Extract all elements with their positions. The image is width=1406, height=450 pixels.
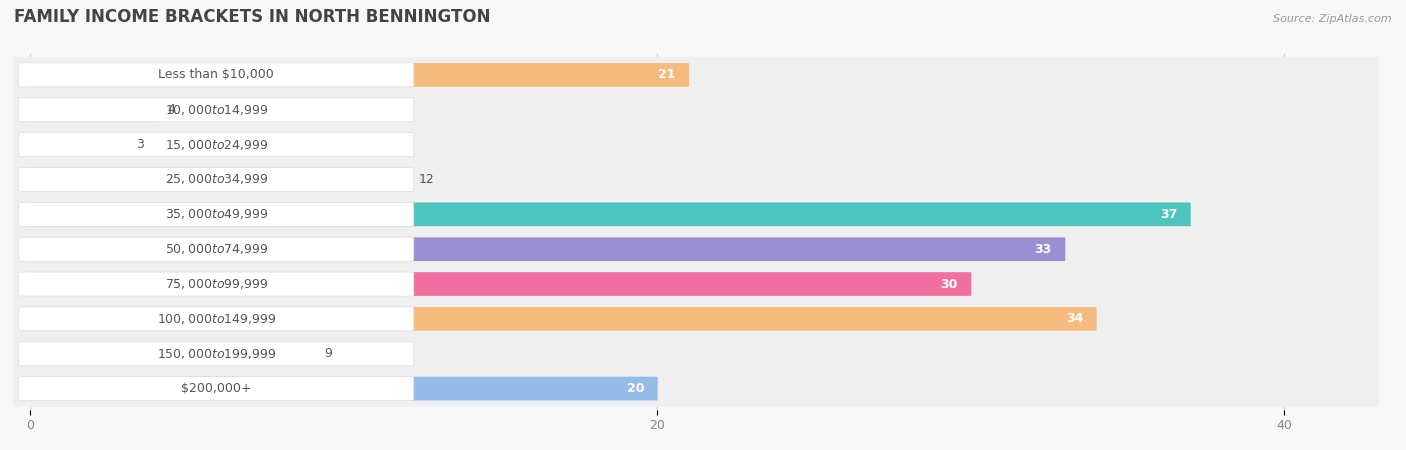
FancyBboxPatch shape xyxy=(13,231,1379,267)
Text: 33: 33 xyxy=(1035,243,1052,256)
FancyBboxPatch shape xyxy=(28,63,689,87)
FancyBboxPatch shape xyxy=(13,162,1379,198)
FancyBboxPatch shape xyxy=(28,342,314,365)
FancyBboxPatch shape xyxy=(28,237,1066,261)
Text: $10,000 to $14,999: $10,000 to $14,999 xyxy=(165,103,269,117)
Text: 12: 12 xyxy=(419,173,434,186)
FancyBboxPatch shape xyxy=(18,342,413,366)
FancyBboxPatch shape xyxy=(28,377,658,400)
Text: 9: 9 xyxy=(325,347,332,360)
FancyBboxPatch shape xyxy=(18,63,413,87)
FancyBboxPatch shape xyxy=(18,377,413,400)
Text: $25,000 to $34,999: $25,000 to $34,999 xyxy=(165,172,269,186)
Text: 37: 37 xyxy=(1160,208,1177,221)
Text: Less than $10,000: Less than $10,000 xyxy=(159,68,274,81)
Text: 3: 3 xyxy=(136,138,145,151)
FancyBboxPatch shape xyxy=(13,57,1379,93)
Text: $150,000 to $199,999: $150,000 to $199,999 xyxy=(156,347,276,361)
FancyBboxPatch shape xyxy=(13,301,1379,337)
Text: $35,000 to $49,999: $35,000 to $49,999 xyxy=(165,207,269,221)
Text: Source: ZipAtlas.com: Source: ZipAtlas.com xyxy=(1274,14,1392,23)
Text: 34: 34 xyxy=(1066,312,1083,325)
FancyBboxPatch shape xyxy=(13,196,1379,233)
Text: $15,000 to $24,999: $15,000 to $24,999 xyxy=(165,138,269,152)
Text: 30: 30 xyxy=(941,278,957,291)
FancyBboxPatch shape xyxy=(13,266,1379,302)
FancyBboxPatch shape xyxy=(28,307,1097,331)
FancyBboxPatch shape xyxy=(28,202,1191,226)
Text: $75,000 to $99,999: $75,000 to $99,999 xyxy=(165,277,269,291)
Text: FAMILY INCOME BRACKETS IN NORTH BENNINGTON: FAMILY INCOME BRACKETS IN NORTH BENNINGT… xyxy=(14,8,491,26)
FancyBboxPatch shape xyxy=(18,167,413,192)
FancyBboxPatch shape xyxy=(28,272,972,296)
FancyBboxPatch shape xyxy=(13,92,1379,128)
FancyBboxPatch shape xyxy=(28,133,125,157)
FancyBboxPatch shape xyxy=(13,126,1379,163)
FancyBboxPatch shape xyxy=(28,167,406,191)
FancyBboxPatch shape xyxy=(13,336,1379,372)
FancyBboxPatch shape xyxy=(18,272,413,296)
FancyBboxPatch shape xyxy=(18,307,413,331)
FancyBboxPatch shape xyxy=(18,202,413,226)
FancyBboxPatch shape xyxy=(18,237,413,261)
FancyBboxPatch shape xyxy=(18,98,413,122)
Text: $200,000+: $200,000+ xyxy=(181,382,252,395)
FancyBboxPatch shape xyxy=(13,370,1379,407)
Text: 4: 4 xyxy=(167,103,176,116)
FancyBboxPatch shape xyxy=(28,98,156,122)
FancyBboxPatch shape xyxy=(18,133,413,157)
Text: $50,000 to $74,999: $50,000 to $74,999 xyxy=(165,242,269,256)
Text: $100,000 to $149,999: $100,000 to $149,999 xyxy=(156,312,276,326)
Text: 20: 20 xyxy=(627,382,644,395)
Text: 21: 21 xyxy=(658,68,676,81)
